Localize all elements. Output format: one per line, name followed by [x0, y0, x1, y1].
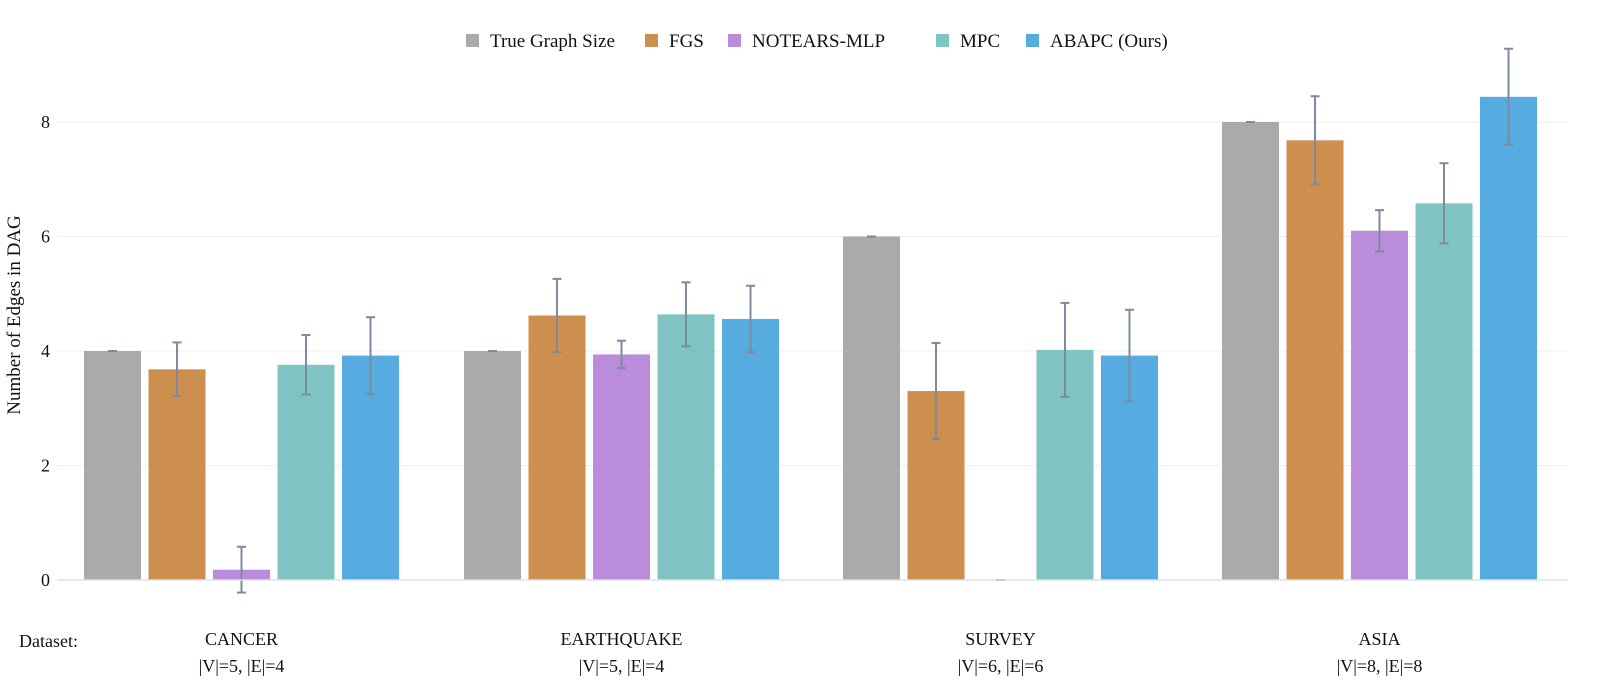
legend-label: True Graph Size — [490, 31, 615, 52]
bar-cancer-1 — [84, 351, 141, 580]
x-tick-sublabel: |V|=6, |E|=6 — [958, 656, 1044, 676]
x-axis-prefix: Dataset: — [19, 631, 78, 651]
x-tick-label: SURVEY — [965, 629, 1036, 649]
bar-asia-3 — [1351, 230, 1408, 580]
y-tick-label: 8 — [41, 112, 50, 132]
bars — [84, 96, 1537, 581]
y-tick-label: 0 — [41, 570, 50, 590]
y-tick-label: 4 — [41, 341, 50, 361]
legend-label: FGS — [669, 31, 704, 52]
y-tick-label: 6 — [41, 227, 50, 247]
bar-survey-1 — [843, 236, 900, 580]
bar-earthquake-5 — [722, 318, 779, 580]
legend-label: NOTEARS-MLP — [752, 31, 885, 52]
bar-asia-4 — [1415, 203, 1473, 581]
error-bars — [108, 47, 1513, 594]
x-tick-label: ASIA — [1358, 629, 1400, 649]
legend-swatch — [936, 34, 949, 47]
bar-asia-2 — [1286, 140, 1344, 580]
x-tick-sublabel: |V|=5, |E|=4 — [579, 656, 665, 676]
bar-earthquake-3 — [593, 354, 650, 580]
legend-swatch — [645, 34, 658, 47]
x-tick-sublabel: |V|=8, |E|=8 — [1337, 656, 1423, 676]
x-tick-label: EARTHQUAKE — [561, 629, 683, 649]
legend-swatch — [1026, 34, 1039, 47]
y-tick-label: 2 — [41, 456, 50, 476]
bar-cancer-4 — [277, 364, 335, 580]
bar-earthquake-2 — [528, 315, 586, 580]
x-tick-label: CANCER — [205, 629, 278, 649]
bar-earthquake-1 — [464, 351, 521, 580]
legend-label: MPC — [960, 31, 1000, 52]
y-axis-ticks: 0 2 4 6 8 — [41, 112, 50, 590]
bar-cancer-2 — [148, 369, 206, 580]
bar-asia-5 — [1480, 96, 1537, 580]
legend-swatch — [466, 34, 479, 47]
bar-asia-1 — [1222, 122, 1279, 580]
x-axis-labels: CANCER |V|=5, |E|=4 EARTHQUAKE |V|=5, |E|=4… — [199, 629, 1423, 676]
x-tick-sublabel: |V|=5, |E|=4 — [199, 656, 285, 676]
legend: True Graph Size FGS NOTEARS-MLP MPC ABAPC (O… — [466, 31, 1168, 52]
legend-swatch — [728, 34, 741, 47]
bar-earthquake-4 — [657, 314, 715, 580]
y-axis-label: Number of Edges in DAG — [4, 215, 25, 415]
legend-label: ABAPC (Ours) — [1050, 31, 1168, 52]
